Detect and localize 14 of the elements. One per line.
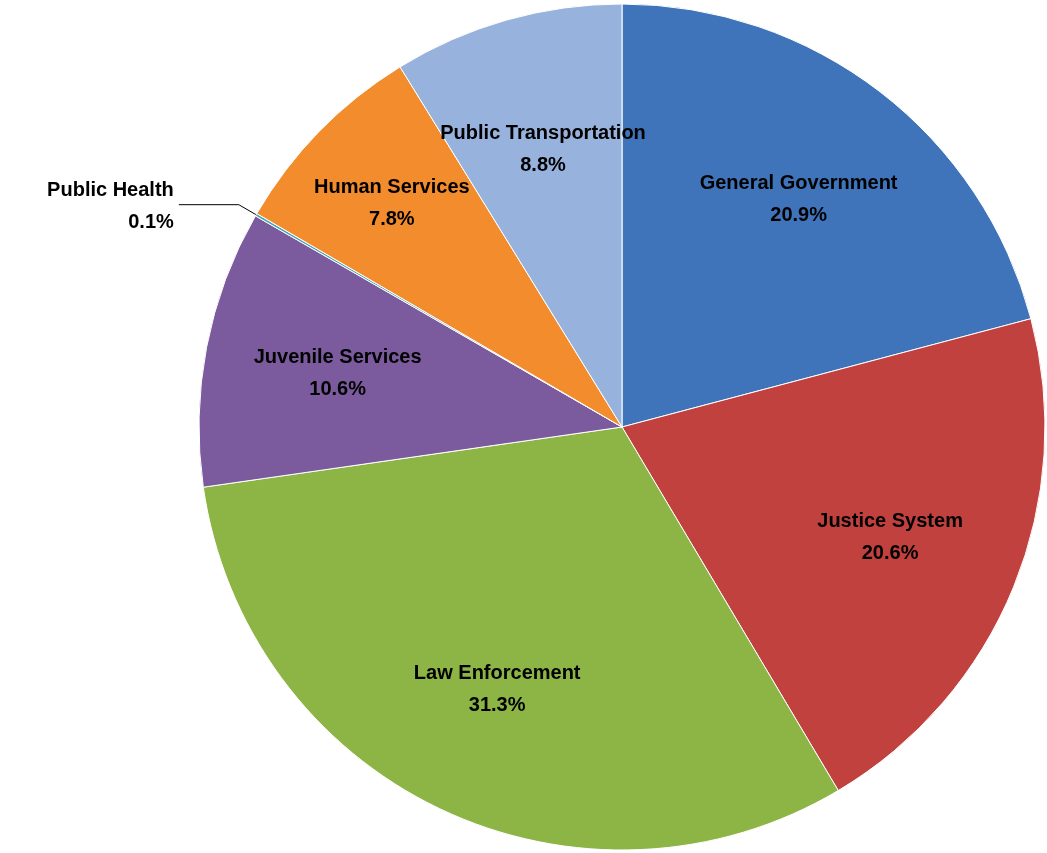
data-label: 20.9% [770,202,828,225]
slice-label: Justice System [817,509,963,532]
data-label: 20.6% [861,541,919,564]
data-label: 0.1% [128,209,175,232]
slice-label: Human Services [314,175,470,198]
data-label: 31.3% [468,693,526,716]
slice-label: Law Enforcement [413,661,581,684]
slice-label: Juvenile Services [253,345,422,368]
slice-label: Public Health [47,177,174,200]
slice-label: General Government [699,170,898,193]
slice-label: Public Transportation [440,121,646,144]
data-label: 10.6% [309,377,367,400]
data-label: 7.8% [369,207,415,230]
data-label: 8.8% [520,153,567,176]
